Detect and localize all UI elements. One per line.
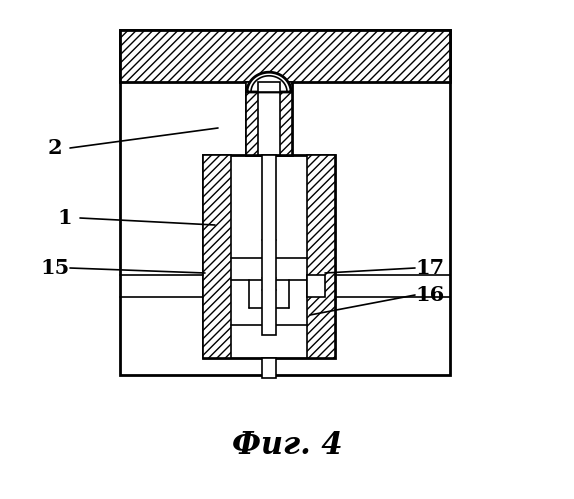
Bar [307, 155, 335, 358]
Bar [246, 82, 292, 155]
Bar [258, 82, 280, 92]
Text: 16: 16 [416, 285, 445, 305]
Bar [262, 155, 276, 335]
Text: 15: 15 [40, 258, 69, 278]
Bar [203, 155, 335, 358]
Text: 1: 1 [58, 208, 72, 228]
Text: 2: 2 [48, 138, 63, 158]
Bar [120, 30, 450, 375]
Polygon shape [247, 72, 291, 92]
Text: Фиг. 4: Фиг. 4 [232, 430, 342, 461]
Bar [246, 82, 258, 155]
Bar [280, 82, 292, 155]
Bar [203, 155, 231, 358]
Bar [120, 30, 450, 82]
Bar [307, 275, 325, 297]
Text: 17: 17 [416, 258, 444, 278]
Bar [262, 358, 276, 378]
